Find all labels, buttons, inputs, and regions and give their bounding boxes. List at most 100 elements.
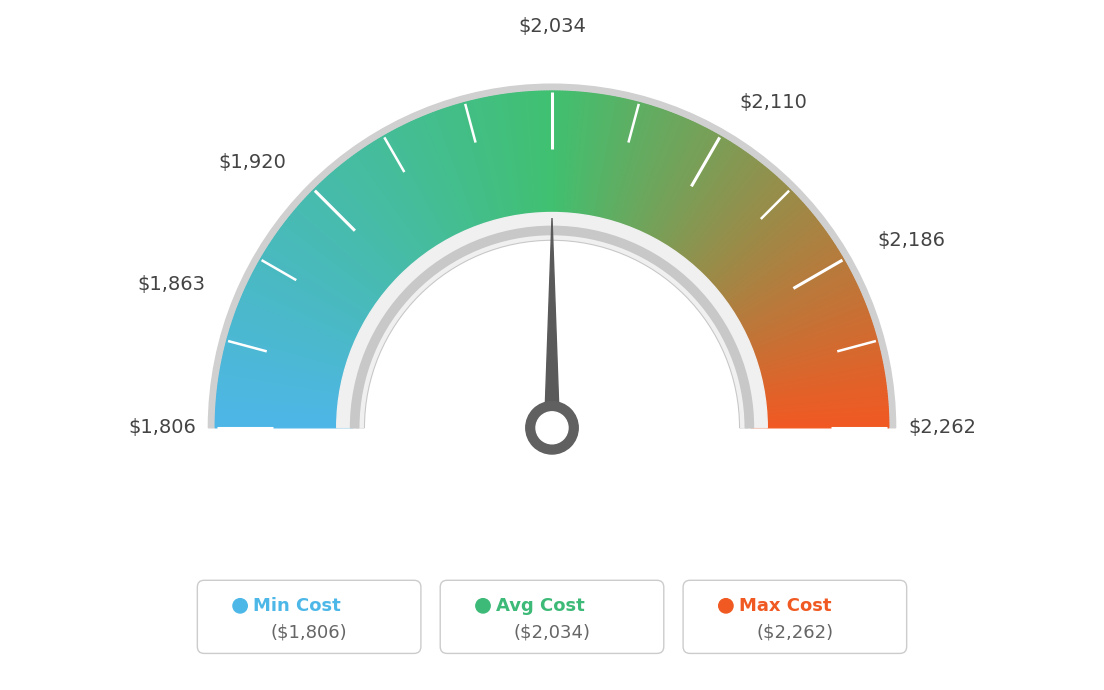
Wedge shape [693,192,794,290]
Wedge shape [725,264,847,332]
Wedge shape [731,279,856,342]
Wedge shape [681,172,773,277]
Wedge shape [326,177,420,281]
Wedge shape [365,146,443,263]
Wedge shape [359,151,439,265]
Wedge shape [635,122,696,248]
Wedge shape [587,97,615,233]
Wedge shape [215,409,353,418]
Wedge shape [244,289,371,348]
Wedge shape [696,195,797,292]
Wedge shape [590,97,618,233]
Wedge shape [616,109,664,240]
Wedge shape [416,119,474,246]
Wedge shape [570,92,584,230]
Wedge shape [682,173,775,279]
Circle shape [526,402,578,454]
Wedge shape [718,241,834,319]
Wedge shape [265,250,383,324]
Wedge shape [657,142,732,260]
Wedge shape [350,157,434,269]
Wedge shape [644,129,710,252]
Wedge shape [269,243,386,320]
Wedge shape [499,95,522,232]
Wedge shape [746,355,881,386]
Wedge shape [502,95,524,231]
Wedge shape [625,115,679,244]
Wedge shape [339,165,427,274]
Wedge shape [638,124,700,249]
Text: Avg Cost: Avg Cost [496,597,584,615]
Wedge shape [729,273,852,337]
Wedge shape [262,254,382,326]
Wedge shape [567,92,581,230]
Wedge shape [630,119,688,246]
Wedge shape [450,106,493,238]
Wedge shape [564,92,576,230]
Wedge shape [220,373,355,397]
Wedge shape [408,122,469,248]
Wedge shape [744,344,879,380]
Wedge shape [238,302,368,355]
Wedge shape [747,370,884,395]
Wedge shape [694,193,796,290]
Wedge shape [221,365,357,392]
Wedge shape [261,257,381,328]
Wedge shape [497,95,521,232]
Wedge shape [507,94,527,231]
Wedge shape [372,142,447,260]
Wedge shape [702,207,808,299]
Wedge shape [684,177,778,281]
Wedge shape [400,126,464,250]
Text: $1,863: $1,863 [137,275,205,294]
Wedge shape [209,84,895,428]
Wedge shape [541,91,548,229]
Wedge shape [307,195,408,292]
Wedge shape [505,94,526,231]
Wedge shape [721,250,839,324]
Wedge shape [599,101,636,235]
Text: $2,034: $2,034 [518,17,586,36]
Wedge shape [648,132,716,255]
Wedge shape [559,91,565,229]
Wedge shape [413,120,471,247]
Wedge shape [318,184,415,285]
Wedge shape [219,377,355,400]
Wedge shape [736,304,866,356]
Wedge shape [656,141,730,259]
Wedge shape [689,184,786,285]
Wedge shape [658,144,734,261]
Text: Min Cost: Min Cost [253,597,340,615]
Wedge shape [671,159,756,270]
Wedge shape [742,329,874,371]
Text: $2,110: $2,110 [740,93,807,112]
Wedge shape [737,306,867,357]
Wedge shape [216,404,353,415]
Wedge shape [233,319,364,365]
Wedge shape [711,226,822,310]
Wedge shape [650,135,721,256]
Wedge shape [456,104,497,237]
Wedge shape [673,161,761,272]
Wedge shape [383,135,454,256]
Wedge shape [486,97,514,233]
Wedge shape [680,170,771,277]
Wedge shape [747,362,883,391]
Wedge shape [466,101,502,236]
Wedge shape [404,124,466,249]
Wedge shape [691,188,790,287]
Wedge shape [217,383,355,403]
Wedge shape [740,319,871,365]
Wedge shape [705,213,814,302]
Wedge shape [248,279,373,342]
Wedge shape [231,324,363,368]
Wedge shape [379,138,450,257]
Wedge shape [323,179,418,282]
Wedge shape [746,357,882,388]
Wedge shape [721,252,840,325]
Wedge shape [458,104,498,237]
Wedge shape [440,109,488,240]
Wedge shape [236,309,367,359]
Wedge shape [726,268,850,335]
Wedge shape [747,365,883,392]
